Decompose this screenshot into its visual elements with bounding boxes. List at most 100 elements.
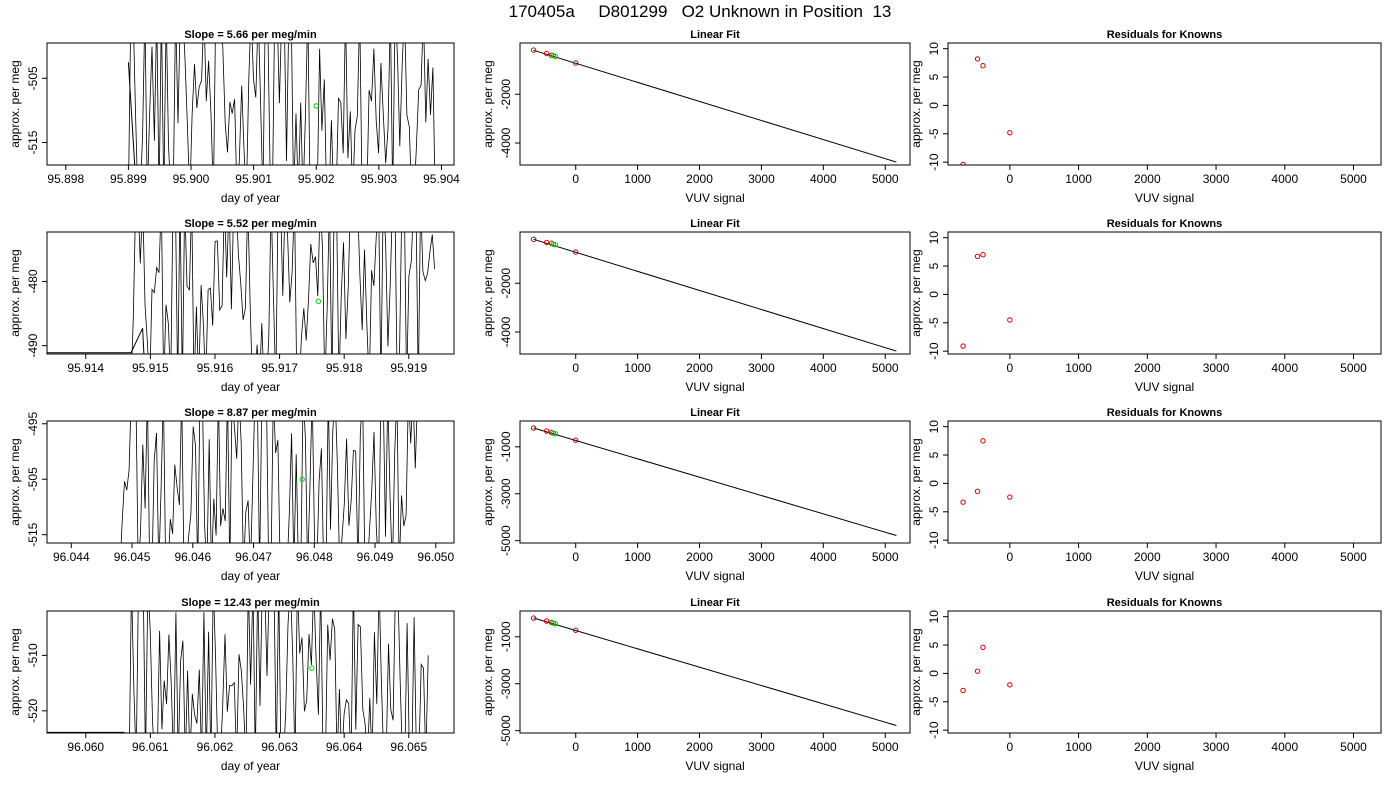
x-tick-label: 96.048 [296,550,333,564]
panel-fit-row-3: Linear Fit 0 1000 2000 3000 4000 5000 -1000 -300… [481,407,911,583]
plot-area [530,425,897,536]
trace-line [128,43,436,165]
x-tick-label: 4000 [1271,361,1298,375]
plot-area [960,251,1013,349]
x-tick-label: 95.919 [390,361,427,375]
residual-point [974,488,981,495]
plot-frame [46,231,455,355]
panel-title: Slope = 8.87 per meg/min [184,407,317,419]
x-tick-label: 95.903 [361,172,398,186]
y-axis-label: approx. per meg [909,60,923,147]
x-tick-label: 5000 [872,172,899,186]
residual-point [980,251,986,258]
y-axis-label: approx. per meg [909,249,923,336]
x-tick-label: 96.044 [53,550,90,564]
y-tick-label: -515 [26,130,40,154]
y-tick-label: 0 [927,480,941,487]
x-tick-label: 96.050 [417,550,454,564]
x-tick-label: 5000 [872,740,899,754]
residual-point [974,56,981,62]
y-tick-label: -515 [26,522,40,546]
x-tick-label: 96.049 [357,550,394,564]
x-tick-label: 4000 [1271,172,1298,186]
x-tick-label: 2000 [686,550,713,564]
x-axis-label: VUV signal [685,759,744,773]
x-tick-label: 95.915 [132,361,169,375]
plot-area [120,421,418,543]
known-point [530,236,537,243]
residual-point [1007,129,1013,136]
panel-residuals-row-2: Residuals for Knowns 0 1000 2000 3000 4000 500… [909,218,1382,394]
x-tick-label: 3000 [1203,550,1230,564]
panel-fit-row-4: Linear Fit 0 1000 2000 3000 4000 5000 -1000 -300… [481,597,911,773]
x-tick-label: 4000 [1271,550,1298,564]
known-point [573,249,579,255]
x-tick-label: 0 [1007,740,1014,754]
plot-frame [46,610,455,734]
plot-frame [519,420,911,544]
x-tick-label: 2000 [686,172,713,186]
x-tick-label: 2000 [1134,361,1161,375]
x-tick-label: 1000 [1065,550,1092,564]
y-tick-label: -10 [927,153,941,171]
y-axis-label: approx. per meg [8,249,22,336]
residual-point [974,253,981,260]
x-tick-label: 96.062 [197,740,234,754]
x-tick-label: 95.898 [47,172,84,186]
y-axis-label: approx. per meg [481,249,495,336]
plot-frame [519,42,911,166]
y-tick-label: -5 [927,317,941,328]
panel-title: Linear Fit [690,218,740,230]
trace-line [127,62,136,165]
x-tick-label: 95.899 [110,172,147,186]
x-tick-label: 96.065 [390,740,427,754]
y-tick-label: -4000 [499,127,513,158]
panel-trace-row-1: Slope = 5.66 per meg/min 95.898 95.899 95.9… [8,29,460,205]
x-tick-label: 1000 [624,361,651,375]
known-point [573,627,579,633]
y-axis-label: approx. per meg [481,438,495,525]
plot-frame [519,610,911,734]
plot-area [960,56,1013,165]
y-tick-label: -3000 [499,668,513,699]
x-tick-label: 1000 [1065,740,1092,754]
y-tick-label: -505 [26,467,40,491]
x-tick-label: 3000 [748,740,775,754]
x-tick-label: 5000 [1340,740,1367,754]
x-tick-label: 3000 [748,550,775,564]
panel-title: Linear Fit [690,597,740,609]
trace-line [120,421,418,543]
plot-frame [519,231,911,355]
unknown-point [552,241,558,248]
known-point [530,615,537,621]
x-tick-label: 0 [1007,550,1014,564]
x-tick-label: 0 [572,172,579,186]
y-tick-label: -10 [927,721,941,739]
y-tick-label: -2000 [499,79,513,110]
x-axis-label: day of year [221,759,280,773]
panel-title: Slope = 5.66 per meg/min [184,29,317,41]
unknown-point [552,620,558,627]
x-axis-label: day of year [221,191,280,205]
x-tick-label: 2000 [686,740,713,754]
x-tick-label: 5000 [872,361,899,375]
residual-point [960,343,966,349]
panel-title: Residuals for Knowns [1107,29,1223,41]
y-tick-label: -5000 [499,525,513,556]
x-tick-label: 3000 [1203,740,1230,754]
y-tick-label: 0 [927,102,941,109]
residual-point [980,644,986,651]
y-tick-label: -1000 [499,621,513,652]
x-axis-label: VUV signal [1135,380,1194,394]
plot-area [47,611,429,733]
unknown-marker [315,298,322,305]
y-tick-label: -520 [26,698,40,722]
x-tick-label: 1000 [624,740,651,754]
x-tick-label: 95.901 [235,172,272,186]
y-tick-label: -10 [927,531,941,549]
plot-area [127,43,436,165]
x-tick-label: 0 [572,550,579,564]
known-point [543,239,550,246]
x-tick-label: 96.063 [261,740,298,754]
